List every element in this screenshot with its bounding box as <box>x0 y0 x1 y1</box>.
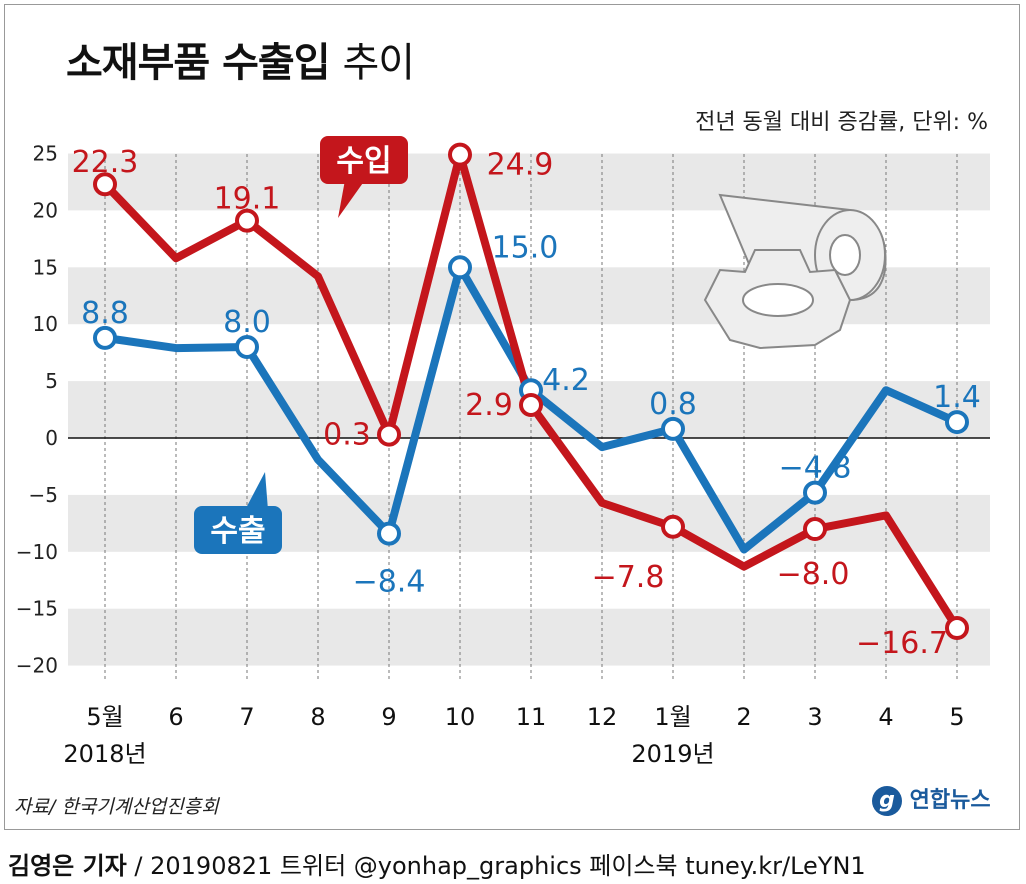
chart-title: 소재부품 수출입 추이 <box>66 40 415 86</box>
y-tick-label: −5 <box>29 483 58 507</box>
y-tick-label: 0 <box>45 426 58 450</box>
x-tick-label: 4 <box>878 703 893 731</box>
logo-icon: g <box>872 786 902 816</box>
data-label: 2.9 <box>465 388 513 423</box>
gear-illustration <box>703 193 887 350</box>
data-point <box>448 255 472 280</box>
data-point <box>235 208 259 233</box>
grid-band <box>68 153 990 211</box>
yonhap-logo: g 연합뉴스 <box>872 782 991 816</box>
data-point <box>93 172 117 197</box>
year-label: 2018년 <box>63 740 146 768</box>
x-tick-label: 1월 <box>654 703 691 731</box>
y-tick-label: −15 <box>16 597 58 621</box>
x-tick-label: 2 <box>736 703 751 731</box>
data-point <box>377 521 401 546</box>
data-point <box>661 514 685 539</box>
data-label: −7.8 <box>592 560 665 595</box>
y-tick-label: 20 <box>33 198 58 222</box>
data-point <box>519 392 543 417</box>
x-tick-label: 12 <box>587 703 618 731</box>
callout-tail <box>245 472 268 510</box>
data-label: −8.4 <box>353 565 426 600</box>
x-tick-label: 10 <box>445 703 476 731</box>
footer: 김영은 기자 / 20190821 트위터 @yonhap_graphics 페… <box>8 852 866 880</box>
data-point <box>235 334 259 359</box>
grid-band <box>68 608 990 666</box>
x-tick-label: 5 <box>949 703 964 731</box>
callout-tail <box>338 180 365 218</box>
y-tick-label: 5 <box>45 369 58 393</box>
data-label: 8.8 <box>81 296 129 331</box>
data-point <box>93 325 117 350</box>
data-label: −16.7 <box>856 626 948 661</box>
data-label: 22.3 <box>72 145 139 180</box>
data-label: −4.8 <box>779 451 852 486</box>
data-label: −8.0 <box>777 557 850 592</box>
x-tick-label: 11 <box>516 703 547 731</box>
x-tick-label: 6 <box>168 703 183 731</box>
x-tick-label: 5월 <box>86 703 123 731</box>
y-tick-label: −20 <box>16 654 58 678</box>
x-tick-label: 8 <box>310 703 325 731</box>
x-tick-label: 3 <box>807 703 822 731</box>
data-point <box>448 142 472 167</box>
data-label: 1.4 <box>933 380 981 415</box>
source: 자료/ 한국기계산업진흥회 <box>14 796 219 818</box>
y-tick-label: −10 <box>16 540 58 564</box>
data-label: 0.8 <box>649 387 697 422</box>
series-badge-label: 수입 <box>336 144 391 179</box>
y-tick-label: 10 <box>33 312 58 336</box>
data-point <box>945 410 969 435</box>
x-tick-label: 7 <box>239 703 254 731</box>
unit-note: 전년 동월 대비 증감률, 단위: % <box>695 110 988 135</box>
chart-frame <box>4 4 1020 830</box>
data-label: 4.2 <box>542 363 590 398</box>
y-tick-label: 25 <box>33 142 58 166</box>
data-point <box>377 422 401 447</box>
series-badge-label: 수출 <box>210 514 265 549</box>
data-label: 15.0 <box>492 230 559 265</box>
x-tick-label: 9 <box>381 703 396 731</box>
data-label: 24.9 <box>487 148 554 183</box>
data-label: 19.1 <box>214 182 281 217</box>
data-point <box>945 616 969 641</box>
series-badge <box>194 506 282 554</box>
data-label: 0.3 <box>323 418 371 453</box>
y-tick-label: 15 <box>33 255 58 279</box>
year-label: 2019년 <box>631 740 714 768</box>
series-badge <box>320 136 408 184</box>
data-point <box>803 517 827 542</box>
data-point <box>803 480 827 505</box>
data-point <box>661 416 685 441</box>
data-label: 8.0 <box>223 305 271 340</box>
